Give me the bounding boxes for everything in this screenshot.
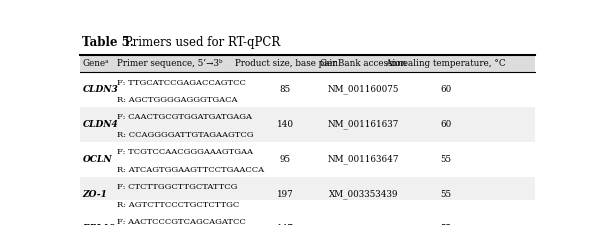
Text: AF_435591: AF_435591 bbox=[338, 224, 388, 225]
Text: R: CCAGGGGATTGTAGAAGTCG: R: CCAGGGGATTGTAGAAGTCG bbox=[118, 131, 254, 139]
Text: CLDN4: CLDN4 bbox=[82, 120, 118, 129]
Text: 140: 140 bbox=[277, 120, 294, 129]
Text: 197: 197 bbox=[277, 190, 294, 199]
Text: ZO-1: ZO-1 bbox=[82, 190, 107, 199]
Text: 55: 55 bbox=[440, 190, 451, 199]
Text: F: AACTCCCGTCAGCAGATCC: F: AACTCCCGTCAGCAGATCC bbox=[118, 218, 246, 225]
Text: NM_001161637: NM_001161637 bbox=[328, 119, 399, 129]
Text: F: CTCTTGGCTTGCTATTCG: F: CTCTTGGCTTGCTATTCG bbox=[118, 183, 238, 191]
Text: Primer sequence, 5’→3ᵇ: Primer sequence, 5’→3ᵇ bbox=[118, 59, 223, 68]
Text: R: ATCAGTGGAAGTTCCTGAACCA: R: ATCAGTGGAAGTTCCTGAACCA bbox=[118, 166, 265, 174]
Text: R: AGTCTTCCCTGCTCTTGC: R: AGTCTTCCCTGCTCTTGC bbox=[118, 200, 239, 209]
Text: F: CAACTGCGTGGATGATGAGA: F: CAACTGCGTGGATGATGAGA bbox=[118, 113, 253, 121]
Text: OCLN: OCLN bbox=[82, 155, 112, 164]
Bar bbox=[80, 55, 535, 72]
Text: Primers used for RT-qPCR: Primers used for RT-qPCR bbox=[121, 36, 280, 49]
Bar bbox=[80, 107, 535, 142]
Text: NM_001163647: NM_001163647 bbox=[328, 154, 399, 164]
Text: 60: 60 bbox=[440, 120, 451, 129]
Text: 55: 55 bbox=[440, 155, 451, 164]
Text: F: TCGTCCAACGGGAAAGTGAA: F: TCGTCCAACGGGAAAGTGAA bbox=[118, 148, 253, 156]
Text: Annealing temperature, °C: Annealing temperature, °C bbox=[386, 59, 506, 68]
Bar bbox=[80, 177, 535, 211]
Text: F: TTGCATCCGAGACCAGTCC: F: TTGCATCCGAGACCAGTCC bbox=[118, 79, 246, 86]
Text: 95: 95 bbox=[280, 155, 291, 164]
Text: 85: 85 bbox=[280, 85, 291, 94]
Text: Product size, base pair: Product size, base pair bbox=[235, 59, 336, 68]
Text: 60: 60 bbox=[440, 85, 451, 94]
Text: R: AGCTGGGGAGGGTGACA: R: AGCTGGGGAGGGTGACA bbox=[118, 96, 238, 104]
Text: Geneᵃ: Geneᵃ bbox=[82, 59, 109, 68]
Text: GenBank accession: GenBank accession bbox=[320, 59, 406, 68]
Text: NM_001160075: NM_001160075 bbox=[328, 85, 399, 94]
Text: CLDN3: CLDN3 bbox=[82, 85, 118, 94]
Text: Table 5.: Table 5. bbox=[82, 36, 134, 49]
Text: XM_003353439: XM_003353439 bbox=[329, 189, 398, 199]
